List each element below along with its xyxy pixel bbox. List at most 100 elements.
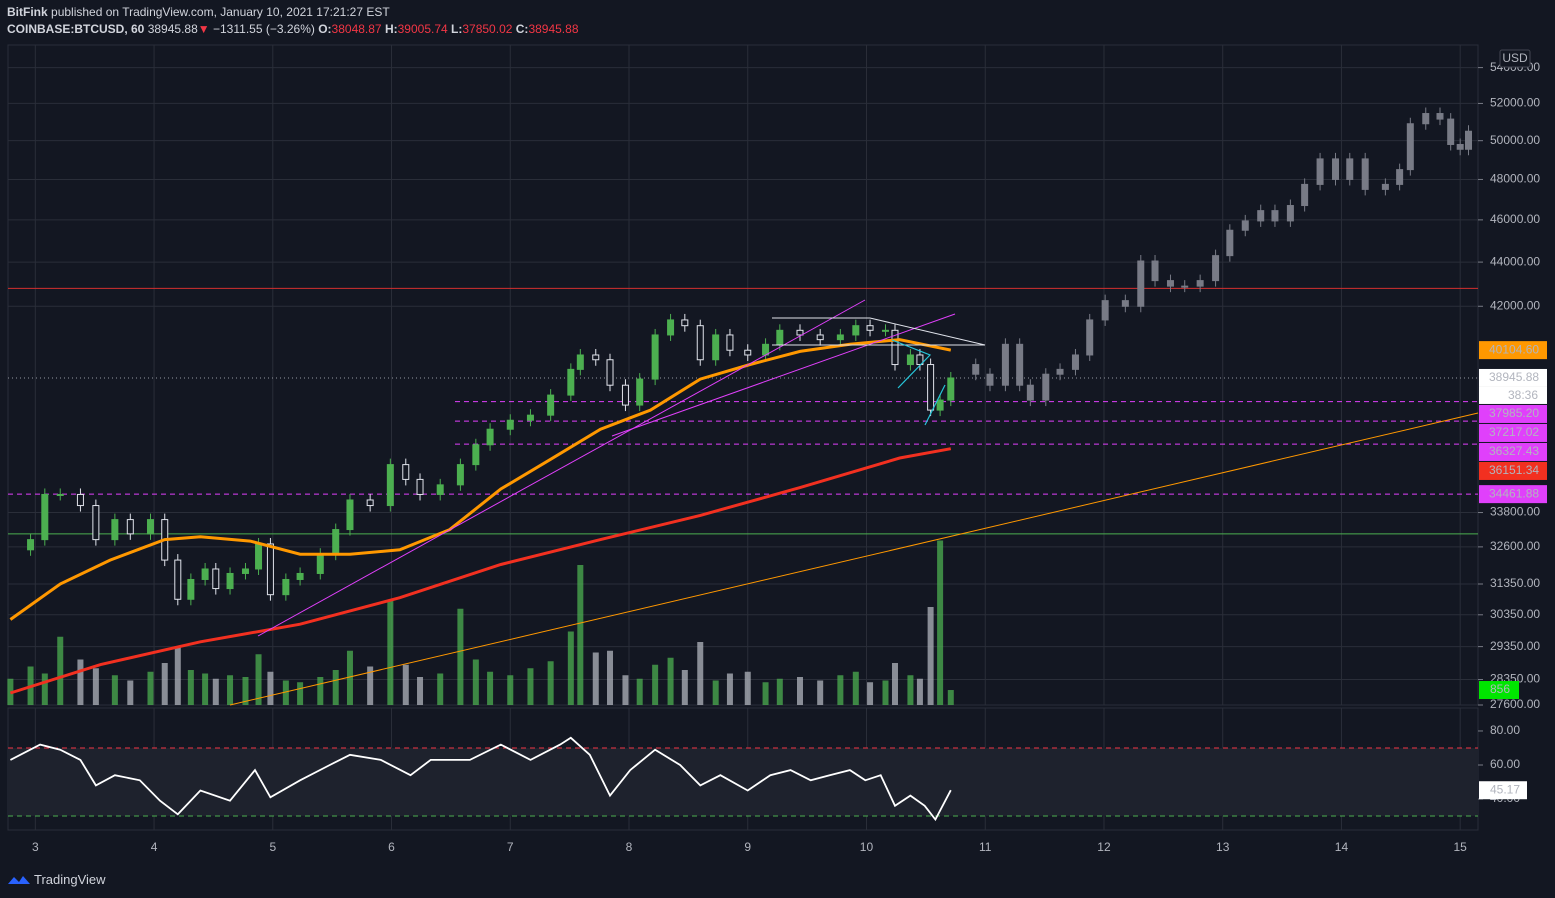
candle-body (27, 539, 35, 551)
volume-bar (387, 600, 394, 705)
volume-bar (796, 677, 803, 705)
volume-bar (187, 670, 194, 705)
candle-body (906, 354, 914, 366)
candle-body (576, 354, 584, 370)
candle-body (1042, 373, 1050, 401)
y-tick-label: 42000.00 (1490, 298, 1540, 312)
y-tick-label: 27600.00 (1490, 697, 1540, 711)
candle-body (1456, 143, 1464, 150)
volume-bar (744, 671, 751, 705)
volume-bar (402, 664, 409, 705)
candle-body (486, 428, 494, 446)
quote: COINBASE:BTCUSD, 60 38945.88▼ −1311.55 (… (7, 22, 579, 36)
candle-body (212, 568, 220, 590)
h-label: H: (384, 22, 398, 36)
candle-body (681, 319, 689, 327)
volume-badge (1479, 681, 1519, 700)
price-badge-label: 36327.43 (1489, 444, 1539, 458)
volume-bar (267, 671, 274, 705)
candle-body (146, 519, 154, 535)
candle-body (1181, 285, 1189, 288)
candle-body (1026, 384, 1034, 401)
candle-body (1121, 300, 1129, 307)
header: BitFink published on TradingView.com, Ja… (7, 5, 390, 19)
volume-bar (607, 650, 614, 705)
candle-body (436, 484, 444, 495)
volume-bar (367, 666, 374, 705)
x-tick-label: 7 (507, 840, 514, 854)
candle-body (972, 364, 980, 375)
volume-bar (227, 675, 234, 705)
candle-body (1332, 158, 1340, 180)
x-tick-label: 14 (1335, 840, 1349, 854)
candle-body (866, 325, 874, 331)
candle-body (667, 319, 675, 336)
candle-body (1381, 183, 1389, 190)
candle-body (744, 349, 752, 356)
price-badge-label: 37985.20 (1489, 406, 1539, 420)
volume-bar (567, 631, 574, 705)
volume-bar (332, 670, 339, 705)
last: 38945.88 (147, 22, 198, 36)
volume-bar (622, 675, 629, 705)
volume-bar (592, 652, 599, 705)
candle-body (567, 368, 575, 396)
price-badge (1479, 368, 1547, 387)
price-badge-label: 40104.60 (1489, 342, 1539, 356)
candle-body (201, 568, 209, 580)
volume-bar (547, 661, 554, 705)
x-tick-label: 4 (151, 840, 158, 854)
footer: TradingView (8, 872, 106, 887)
countdown: 38:36 (1508, 388, 1538, 402)
price-badge (1479, 461, 1547, 480)
candle-body (1271, 210, 1279, 222)
candle-body (126, 519, 134, 535)
price-badge-label: 36151.34 (1489, 463, 1539, 477)
x-tick-label: 6 (388, 840, 395, 854)
candle-body (1212, 255, 1220, 282)
trend-line (611, 313, 956, 437)
candle-body (92, 505, 100, 541)
candle-body (226, 572, 234, 590)
candle-body (1436, 113, 1444, 120)
candle-body (1396, 169, 1404, 185)
volume-bar (147, 671, 154, 705)
y-tick-label: 50000.00 (1490, 133, 1540, 147)
h: 39005.74 (397, 22, 448, 36)
flag (891, 339, 932, 389)
candle-body (266, 543, 274, 596)
ma-slow (9, 447, 952, 695)
volume-bar (927, 607, 934, 705)
x-tick-label: 15 (1454, 840, 1468, 854)
candle-body (1286, 205, 1294, 222)
candle-body (1071, 354, 1079, 370)
volume-bar (437, 673, 444, 705)
author: BitFink (7, 5, 48, 19)
candle-body (316, 553, 324, 574)
candle-body (386, 464, 394, 507)
volume-bar (317, 677, 324, 705)
candle-body (1422, 113, 1430, 125)
volume-bar (92, 668, 99, 705)
volume-bar (916, 678, 923, 705)
rsi-line (9, 736, 952, 822)
candle-body (881, 329, 889, 332)
trend-line (257, 299, 866, 637)
y-tick-label: 33800.00 (1490, 505, 1540, 519)
volume-bar (882, 680, 889, 705)
volume-bar (212, 678, 219, 705)
candle-body (1361, 158, 1369, 190)
y-tick-label: 32600.00 (1490, 539, 1540, 553)
volume-bar (57, 636, 64, 705)
x-tick-label: 3 (32, 840, 39, 854)
candle-body (416, 478, 424, 495)
volume-bar (852, 671, 859, 705)
candle-body (1241, 220, 1249, 231)
volume-bar (762, 682, 769, 705)
candle-body (76, 493, 84, 507)
candle-body (282, 578, 290, 596)
candle-body (56, 493, 64, 496)
volume-bar (346, 650, 353, 705)
price-badge (1479, 404, 1547, 423)
candle-body (187, 578, 195, 600)
